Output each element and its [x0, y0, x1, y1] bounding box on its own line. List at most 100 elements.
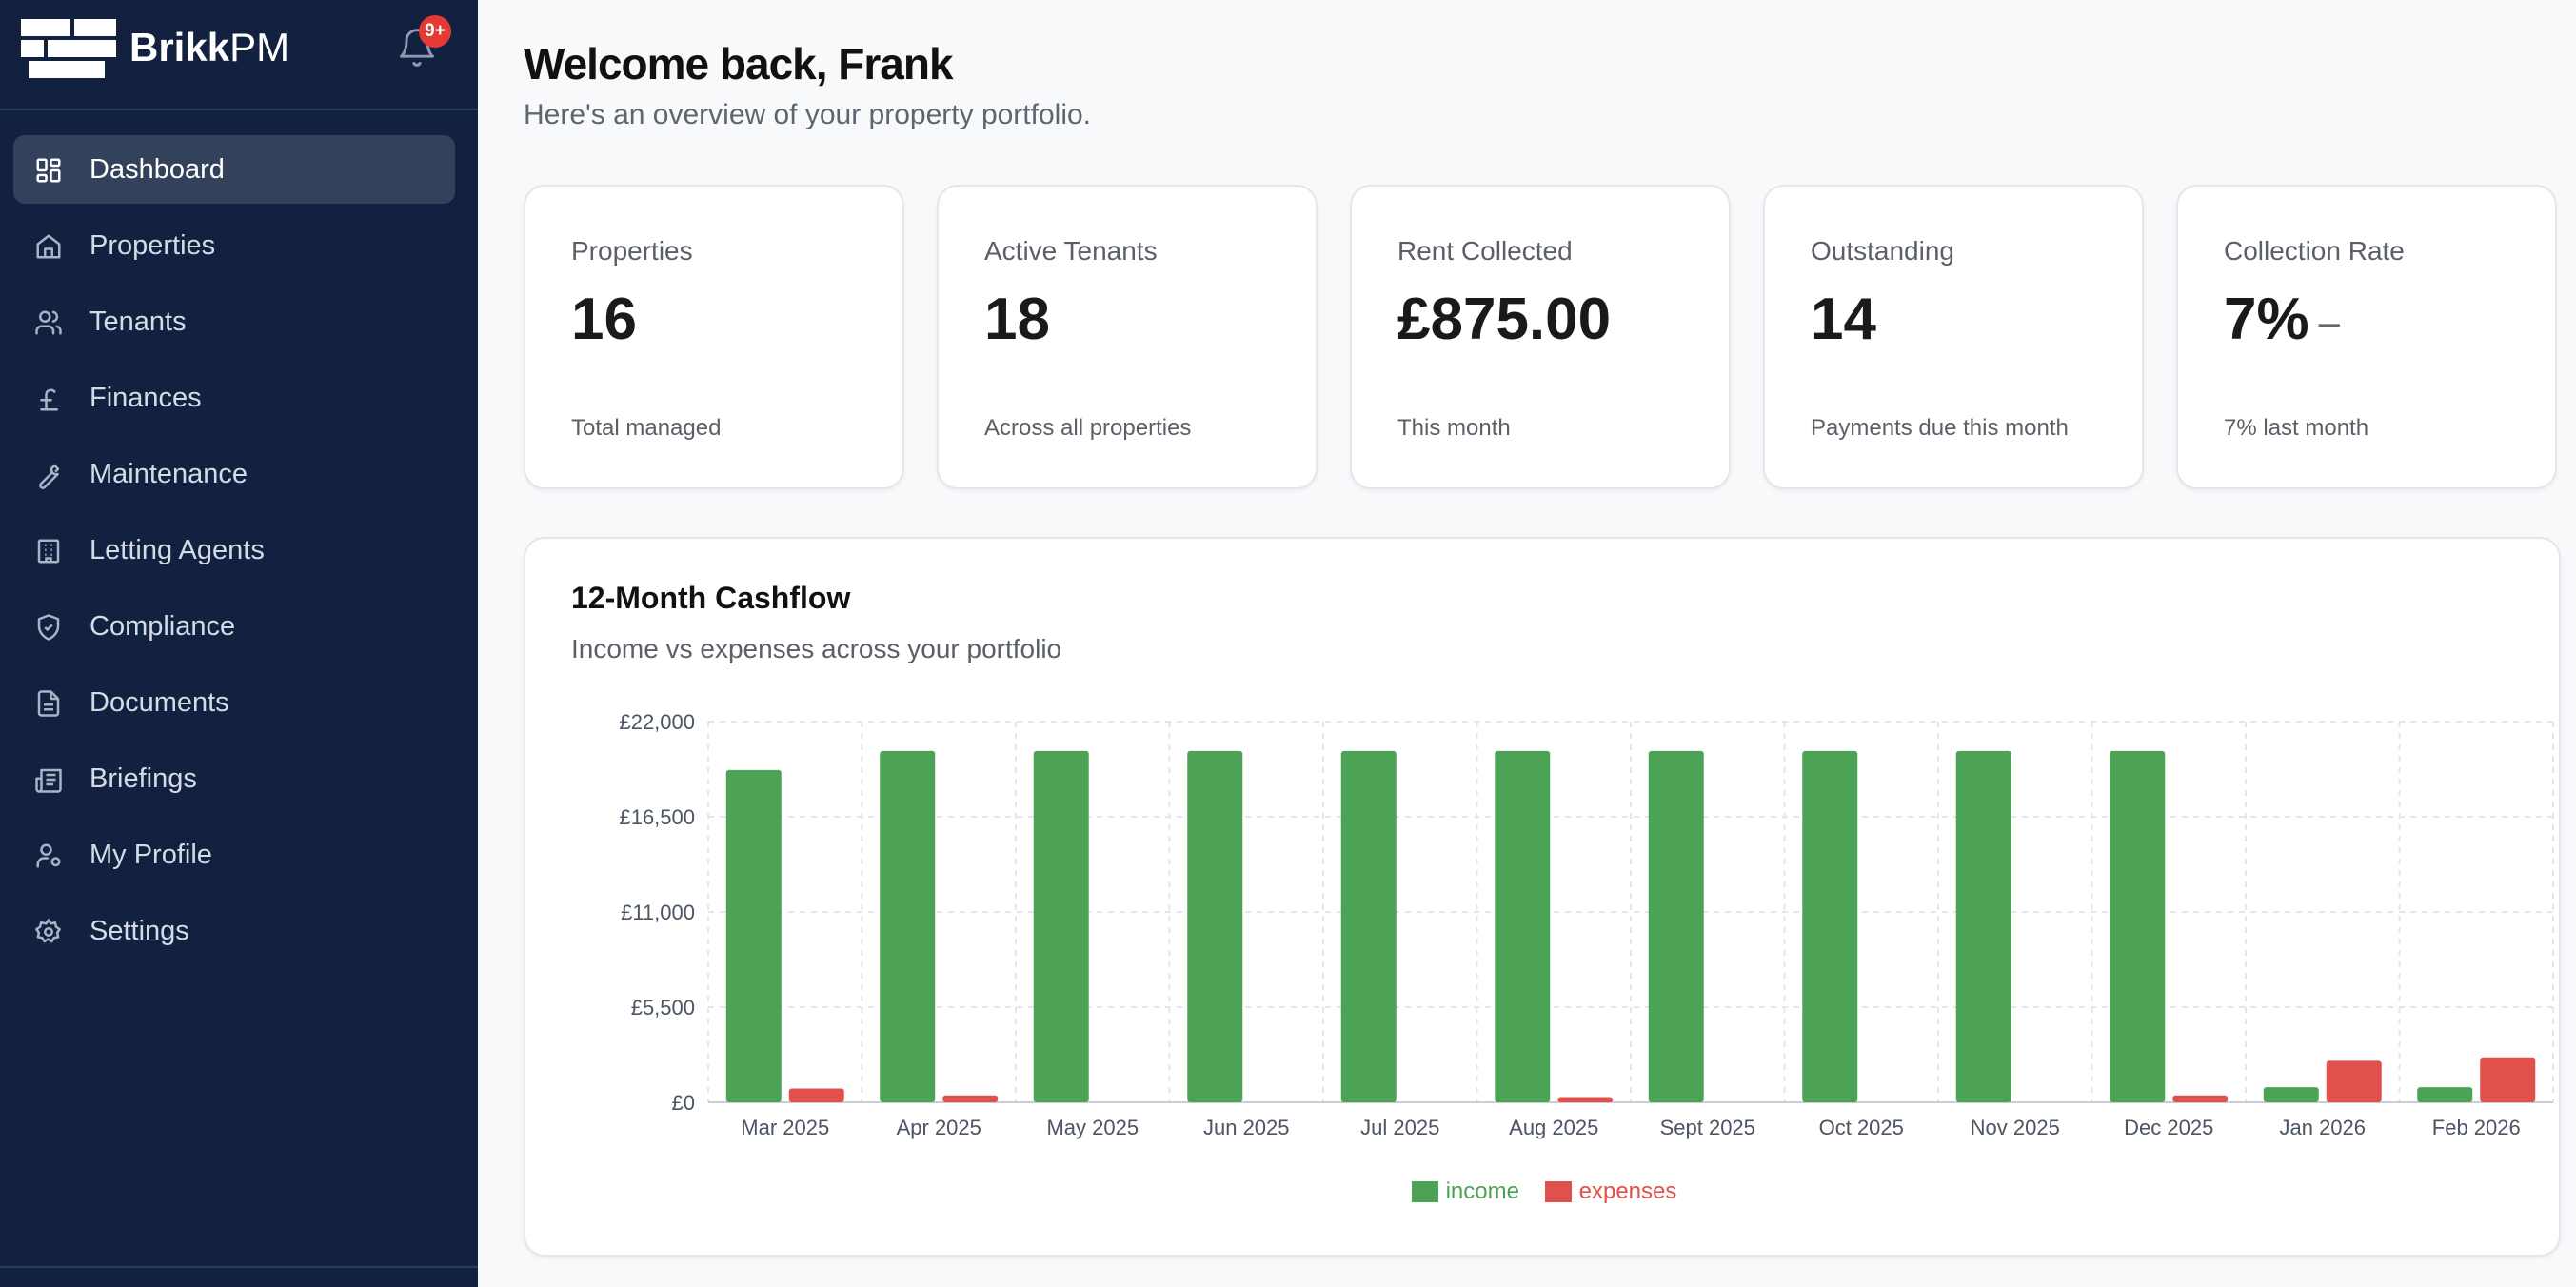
legend-label-expenses: expenses [1578, 1178, 1677, 1204]
stat-value: 7% [2224, 287, 2309, 352]
bar-income [1187, 750, 1243, 1102]
stat-caption: This month [1397, 415, 1511, 441]
y-tick-label: £11,000 [621, 901, 695, 924]
sidebar-item-label: Briefings [89, 763, 197, 794]
brand-name: BrikkPM [129, 25, 290, 69]
bar-income [2417, 1087, 2473, 1102]
stat-card-properties[interactable]: Properties 16 Total managed [524, 185, 904, 489]
stat-caption: Across all properties [984, 415, 1192, 441]
brand-header: BrikkPM 9+ [0, 0, 478, 110]
stat-caption: Payments due this month [1811, 415, 2069, 441]
users-icon [35, 310, 62, 335]
stat-value: 16 [571, 287, 637, 352]
x-tick-label: Aug 2025 [1509, 1116, 1598, 1139]
bar-expenses [1557, 1097, 1614, 1102]
bar-expenses [2480, 1057, 2536, 1102]
home-icon [36, 234, 61, 259]
page-title: Welcome back, Frank [524, 39, 954, 89]
bar-income [1495, 750, 1551, 1102]
sidebar-item-label: Settings [89, 916, 189, 946]
x-tick-label: Jun 2025 [1203, 1116, 1290, 1139]
sidebar-item-label: Maintenance [89, 459, 248, 489]
notification-badge: 9+ [419, 15, 451, 48]
bar-expenses [2172, 1095, 2229, 1102]
stat-title: Outstanding [1811, 236, 1954, 266]
stat-card-outstanding[interactable]: Outstanding 14 Payments due this month [1763, 185, 2144, 489]
stat-value-wrap: 7% – [2224, 286, 2340, 353]
sidebar-item-label: Finances [89, 383, 202, 413]
sidebar-item-settings[interactable]: Settings [13, 897, 455, 965]
wrench-icon [39, 464, 60, 489]
sidebar-divider [0, 1266, 478, 1268]
shield-icon [37, 614, 60, 641]
sidebar-nav: Dashboard Properties Tenants Finances Ma… [13, 135, 455, 973]
y-tick-label: £0 [672, 1091, 695, 1115]
sidebar-item-dashboard[interactable]: Dashboard [13, 135, 455, 204]
sidebar-item-tenants[interactable]: Tenants [13, 287, 455, 356]
x-tick-label: Jul 2025 [1360, 1116, 1439, 1139]
stat-title: Properties [571, 236, 693, 266]
sidebar-item-my-profile[interactable]: My Profile [13, 821, 455, 889]
x-tick-label: Dec 2025 [2124, 1116, 2213, 1139]
sidebar-item-label: My Profile [89, 840, 212, 870]
bar-expenses [2326, 1060, 2382, 1102]
sidebar-item-letting-agents[interactable]: Letting Agents [13, 516, 455, 584]
sidebar-item-maintenance[interactable]: Maintenance [13, 440, 455, 508]
sidebar-item-finances[interactable]: Finances [13, 364, 455, 432]
bar-expenses [942, 1095, 999, 1102]
bar-income [1340, 750, 1397, 1102]
bar-income [1648, 750, 1704, 1102]
sidebar-item-label: Dashboard [89, 154, 225, 185]
chart-legend: income expenses [525, 1178, 2563, 1205]
cashflow-chart-card: 12-Month Cashflow Income vs expenses acr… [524, 537, 2561, 1257]
page-subtitle: Here's an overview of your property port… [524, 99, 1092, 130]
bar-income [2263, 1087, 2319, 1102]
x-tick-label: Oct 2025 [1819, 1116, 1904, 1139]
x-tick-label: Jan 2026 [2279, 1116, 2366, 1139]
gear-icon [35, 919, 61, 943]
stat-card-collection-rate[interactable]: Collection Rate 7% – 7% last month [2176, 185, 2557, 489]
legend-label-income: income [1445, 1178, 1519, 1204]
bar-income [2110, 750, 2166, 1102]
document-icon [37, 690, 60, 717]
sidebar-item-briefings[interactable]: Briefings [13, 744, 455, 813]
x-tick-label: Mar 2025 [741, 1116, 829, 1139]
bar-expenses [788, 1088, 844, 1102]
sidebar-item-properties[interactable]: Properties [13, 211, 455, 280]
bar-income [725, 769, 782, 1102]
notification-bell-icon[interactable] [396, 27, 438, 69]
legend-item-income[interactable]: income [1411, 1178, 1519, 1205]
sidebar-item-documents[interactable]: Documents [13, 668, 455, 737]
stat-card-active-tenants[interactable]: Active Tenants 18 Across all properties [937, 185, 1318, 489]
stat-title: Collection Rate [2224, 236, 2405, 266]
chart-subtitle: Income vs expenses across your portfolio [571, 634, 1062, 663]
y-tick-label: £5,500 [631, 996, 695, 1020]
x-tick-label: Sept 2025 [1660, 1116, 1755, 1139]
pound-icon [40, 388, 58, 411]
x-tick-label: Apr 2025 [897, 1116, 981, 1139]
x-tick-label: May 2025 [1046, 1116, 1139, 1139]
stat-caption: 7% last month [2224, 415, 2369, 441]
stat-value: £875.00 [1397, 287, 1612, 352]
bar-income [880, 750, 936, 1102]
stat-value: 18 [984, 287, 1050, 352]
grid-icon [36, 158, 61, 183]
building-icon [37, 539, 60, 564]
stat-card-rent-collected[interactable]: Rent Collected £875.00 This month [1350, 185, 1731, 489]
sidebar-item-label: Compliance [89, 611, 236, 642]
bar-income [1033, 750, 1089, 1102]
sidebar-item-label: Properties [89, 230, 216, 261]
stat-title: Active Tenants [984, 236, 1158, 266]
trend-neutral-icon: – [2318, 302, 2340, 345]
y-tick-label: £22,000 [619, 710, 695, 734]
sidebar-item-label: Documents [89, 687, 229, 718]
brikk-logo-icon [21, 19, 116, 78]
y-tick-label: £16,500 [619, 805, 695, 829]
legend-item-expenses[interactable]: expenses [1544, 1178, 1677, 1205]
user-cog-icon [36, 843, 61, 868]
sidebar-item-compliance[interactable]: Compliance [13, 592, 455, 661]
x-tick-label: Feb 2026 [2432, 1116, 2521, 1139]
x-tick-label: Nov 2025 [1971, 1116, 2060, 1139]
bar-income [1802, 750, 1858, 1102]
bar-income [1955, 750, 2011, 1102]
